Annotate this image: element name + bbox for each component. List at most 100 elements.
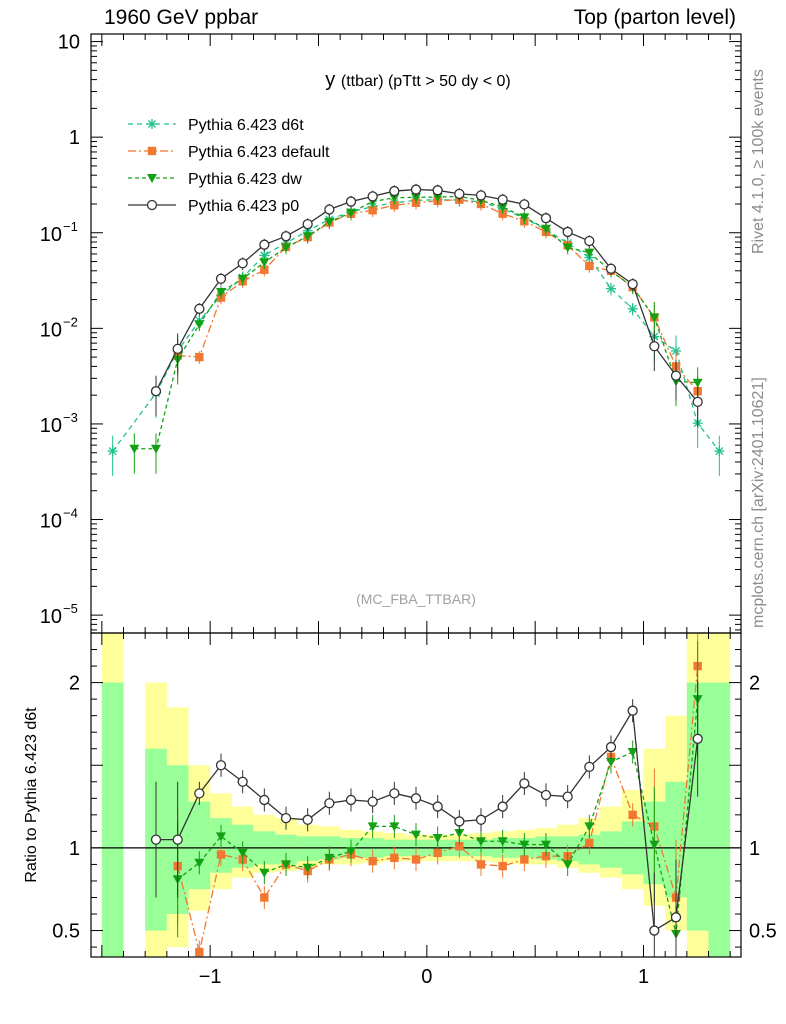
ratio-point-p0: [259, 794, 270, 806]
ratio-point-p0: [150, 834, 162, 845]
ratio-point-default: [390, 853, 399, 863]
point-dw: [562, 243, 573, 253]
ratio-band-inner-bin: [600, 831, 622, 868]
ratio-point-p0: [475, 814, 487, 825]
ratio-point-dw: [389, 822, 400, 832]
y-tick-exponent: −3: [63, 410, 78, 425]
point-dw: [324, 217, 335, 227]
ratio-y-tick-label: 1: [69, 838, 80, 860]
point-p0: [605, 263, 617, 274]
ratio-point-p0: [280, 812, 292, 824]
y-tick-label: 10: [40, 319, 62, 341]
ratio-point-default: [628, 810, 637, 820]
point-p0: [237, 258, 248, 269]
point-p0: [562, 226, 573, 238]
point-d6t: [259, 250, 270, 261]
ratio-point-p0: [519, 778, 530, 789]
ratio-point-default: [368, 856, 377, 866]
ratio-axis-label: Ratio to Pythia 6.423 d6t: [23, 707, 40, 883]
series-line-p0: [155, 188, 699, 403]
point-p0: [215, 273, 227, 284]
point-p0: [302, 219, 313, 230]
ratio-point-dw: [237, 848, 248, 858]
ratio-y-tick-label: 2: [69, 673, 80, 695]
y-tick-exponent: −4: [63, 506, 78, 521]
ratio-point-p0: [454, 816, 465, 827]
ratio-point-p0: [302, 814, 313, 825]
point-default: [260, 265, 269, 274]
ratio-point-dw: [216, 832, 226, 842]
point-p0: [194, 303, 205, 314]
ratio-point-p0: [237, 776, 248, 787]
point-dw: [216, 287, 226, 297]
ratio-point-dw: [584, 822, 595, 832]
point-p0: [692, 396, 703, 408]
ratio-point-dw: [259, 868, 270, 878]
point-p0: [324, 204, 335, 215]
ratio-point-p0: [389, 788, 400, 799]
point-dw: [389, 193, 400, 203]
ratio-point-p0: [410, 793, 422, 804]
point-dw: [584, 248, 595, 258]
point-dw: [432, 193, 443, 203]
ratio-point-p0: [670, 912, 682, 923]
axes-layer: [90, 33, 742, 958]
point-p0: [432, 185, 443, 196]
point-p0: [627, 278, 638, 290]
point-p0: [280, 231, 292, 242]
ratio-point-dw: [454, 829, 465, 839]
series-line-d6t: [112, 198, 720, 452]
point-p0: [475, 190, 487, 201]
ratio-point-p0: [562, 791, 573, 802]
ratio-point-default: [455, 842, 464, 851]
x-tick-label: 0: [421, 966, 432, 988]
ratio-point-p0: [540, 789, 552, 801]
point-default: [390, 201, 399, 210]
series-line-default: [177, 198, 699, 392]
ratio-point-p0: [692, 733, 703, 744]
ratio-point-dw: [281, 860, 291, 870]
ratio-point-default: [195, 947, 204, 957]
ratio-point-default: [476, 860, 486, 869]
point-d6t: [606, 283, 616, 294]
chart-title: y (ttbar) (pTtt > 50 dy < 0): [325, 69, 510, 91]
legend-label-d6t: Pythia 6.423 d6t: [188, 117, 304, 134]
ratio-point-p0: [194, 788, 205, 799]
legend: Pythia 6.423 d6t Pythia 6.423 default Pyth…: [128, 117, 330, 215]
point-p0: [410, 184, 422, 195]
point-dw: [129, 444, 140, 454]
ratio-point-dw: [476, 837, 486, 847]
ratio-point-dw: [346, 847, 356, 857]
legend-marker-d6t: [147, 119, 157, 129]
ratio-point-p0: [497, 801, 508, 812]
x-tick-label: −1: [199, 966, 222, 988]
ratio-frame: [90, 632, 742, 958]
ratio-point-dw: [541, 840, 551, 850]
point-p0: [519, 199, 530, 210]
point-d6t: [714, 446, 725, 457]
ratio-y-tick-label: 0.5: [52, 921, 80, 943]
ratio-band-inner-bin: [188, 801, 211, 890]
point-p0: [670, 370, 682, 381]
ratio-point-dw: [194, 858, 205, 868]
point-default: [498, 209, 507, 218]
legend-label-p0: Pythia 6.423 p0: [188, 198, 299, 215]
ratio-point-default: [411, 855, 421, 864]
ratio-point-dw: [519, 840, 530, 850]
ratio-point-dw: [432, 833, 443, 843]
point-default: [368, 206, 377, 215]
header-left-label: 1960 GeV ppbar: [104, 6, 259, 29]
legend-marker-p0: [146, 199, 158, 211]
chart-title-sub: (ttbar) (pTtt > 50 dy < 0): [341, 73, 511, 90]
ratio-point-dw: [649, 840, 660, 850]
ratio-point-p0: [432, 801, 443, 812]
ratio-point-default: [433, 848, 442, 858]
point-p0: [172, 343, 183, 355]
ratio-point-p0: [172, 834, 183, 845]
ratio-point-dw: [367, 822, 378, 832]
ratio-band-inner-bin: [296, 836, 319, 862]
ratio-band-inner-bin: [708, 682, 731, 957]
point-p0: [649, 341, 660, 352]
